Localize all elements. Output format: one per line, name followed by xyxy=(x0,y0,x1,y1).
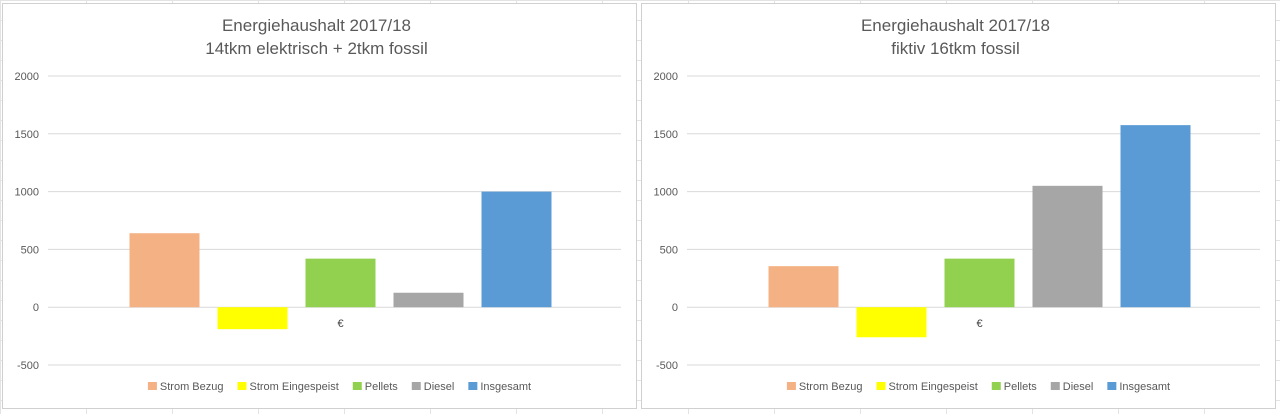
legend-label: Insgesamt xyxy=(480,381,531,393)
legend-label: Strom Bezug xyxy=(799,381,863,393)
bar-insgesamt xyxy=(481,191,552,308)
legend-item: Strom Bezug xyxy=(147,381,224,393)
chart-panel-electric[interactable]: Energiehaushalt 2017/18 14tkm elektrisch … xyxy=(2,3,637,409)
chart-svg: Energiehaushalt 2017/18 14tkm elektrisch … xyxy=(15,16,621,393)
x-category-label: € xyxy=(976,318,982,330)
legend-item: Diesel xyxy=(1050,381,1094,393)
legend-swatch xyxy=(411,382,421,390)
legend-swatch xyxy=(147,382,157,390)
legend-item: Pellets xyxy=(352,381,399,393)
legend-item: Insgesamt xyxy=(1107,381,1170,393)
chart-subtitle: fiktiv 16tkm fossil xyxy=(891,39,1019,58)
legend-item: Pellets xyxy=(991,381,1038,393)
y-tick-label: 2000 xyxy=(654,71,678,83)
bar-pellets xyxy=(305,258,376,308)
legend-swatch xyxy=(468,382,478,390)
legend-swatch xyxy=(876,382,886,390)
bar-diesel xyxy=(393,292,464,308)
legend-label: Diesel xyxy=(1063,381,1094,393)
bar-pellets xyxy=(944,258,1015,308)
bar-strom-eingespeist xyxy=(217,307,288,330)
legend-swatch xyxy=(786,382,796,390)
x-category-label: € xyxy=(337,318,343,330)
legend-item: Strom Bezug xyxy=(786,381,863,393)
chart-panel-fossil[interactable]: Energiehaushalt 2017/18 fiktiv 16tkm foss… xyxy=(641,3,1276,409)
y-tick-label: 500 xyxy=(660,244,678,256)
legend-label: Pellets xyxy=(365,381,399,393)
y-tick-label: -500 xyxy=(656,360,678,372)
legend-swatch xyxy=(352,382,362,390)
legend-item: Insgesamt xyxy=(468,381,531,393)
legend-label: Diesel xyxy=(424,381,455,393)
legend-item: Diesel xyxy=(411,381,455,393)
chart-title: Energiehaushalt 2017/18 xyxy=(861,16,1050,35)
y-tick-label: -500 xyxy=(17,360,39,372)
legend-label: Pellets xyxy=(1004,381,1038,393)
y-tick-label: 500 xyxy=(21,244,39,256)
legend-label: Insgesamt xyxy=(1119,381,1170,393)
legend-swatch xyxy=(1107,382,1117,390)
bar-strom-bezug xyxy=(768,266,839,308)
chart-subtitle: 14tkm elektrisch + 2tkm fossil xyxy=(205,39,428,58)
y-tick-label: 2000 xyxy=(15,71,39,83)
legend-item: Strom Eingespeist xyxy=(237,381,339,393)
legend-label: Strom Eingespeist xyxy=(888,381,977,393)
bar-strom-eingespeist xyxy=(856,307,927,338)
legend-item: Strom Eingespeist xyxy=(876,381,978,393)
y-tick-label: 0 xyxy=(33,302,39,314)
legend-swatch xyxy=(1050,382,1060,390)
y-tick-label: 0 xyxy=(672,302,678,314)
bar-diesel xyxy=(1032,185,1103,308)
legend-label: Strom Bezug xyxy=(160,381,224,393)
legend-label: Strom Eingespeist xyxy=(249,381,338,393)
chart-svg: Energiehaushalt 2017/18 fiktiv 16tkm foss… xyxy=(654,16,1260,393)
legend-swatch xyxy=(991,382,1001,390)
y-tick-label: 1500 xyxy=(15,129,39,141)
bar-strom-bezug xyxy=(129,233,200,308)
chart-title: Energiehaushalt 2017/18 xyxy=(222,16,411,35)
bar-insgesamt xyxy=(1120,125,1191,308)
legend-swatch xyxy=(237,382,247,390)
y-tick-label: 1500 xyxy=(654,129,678,141)
y-tick-label: 1000 xyxy=(654,187,678,199)
y-tick-label: 1000 xyxy=(15,187,39,199)
